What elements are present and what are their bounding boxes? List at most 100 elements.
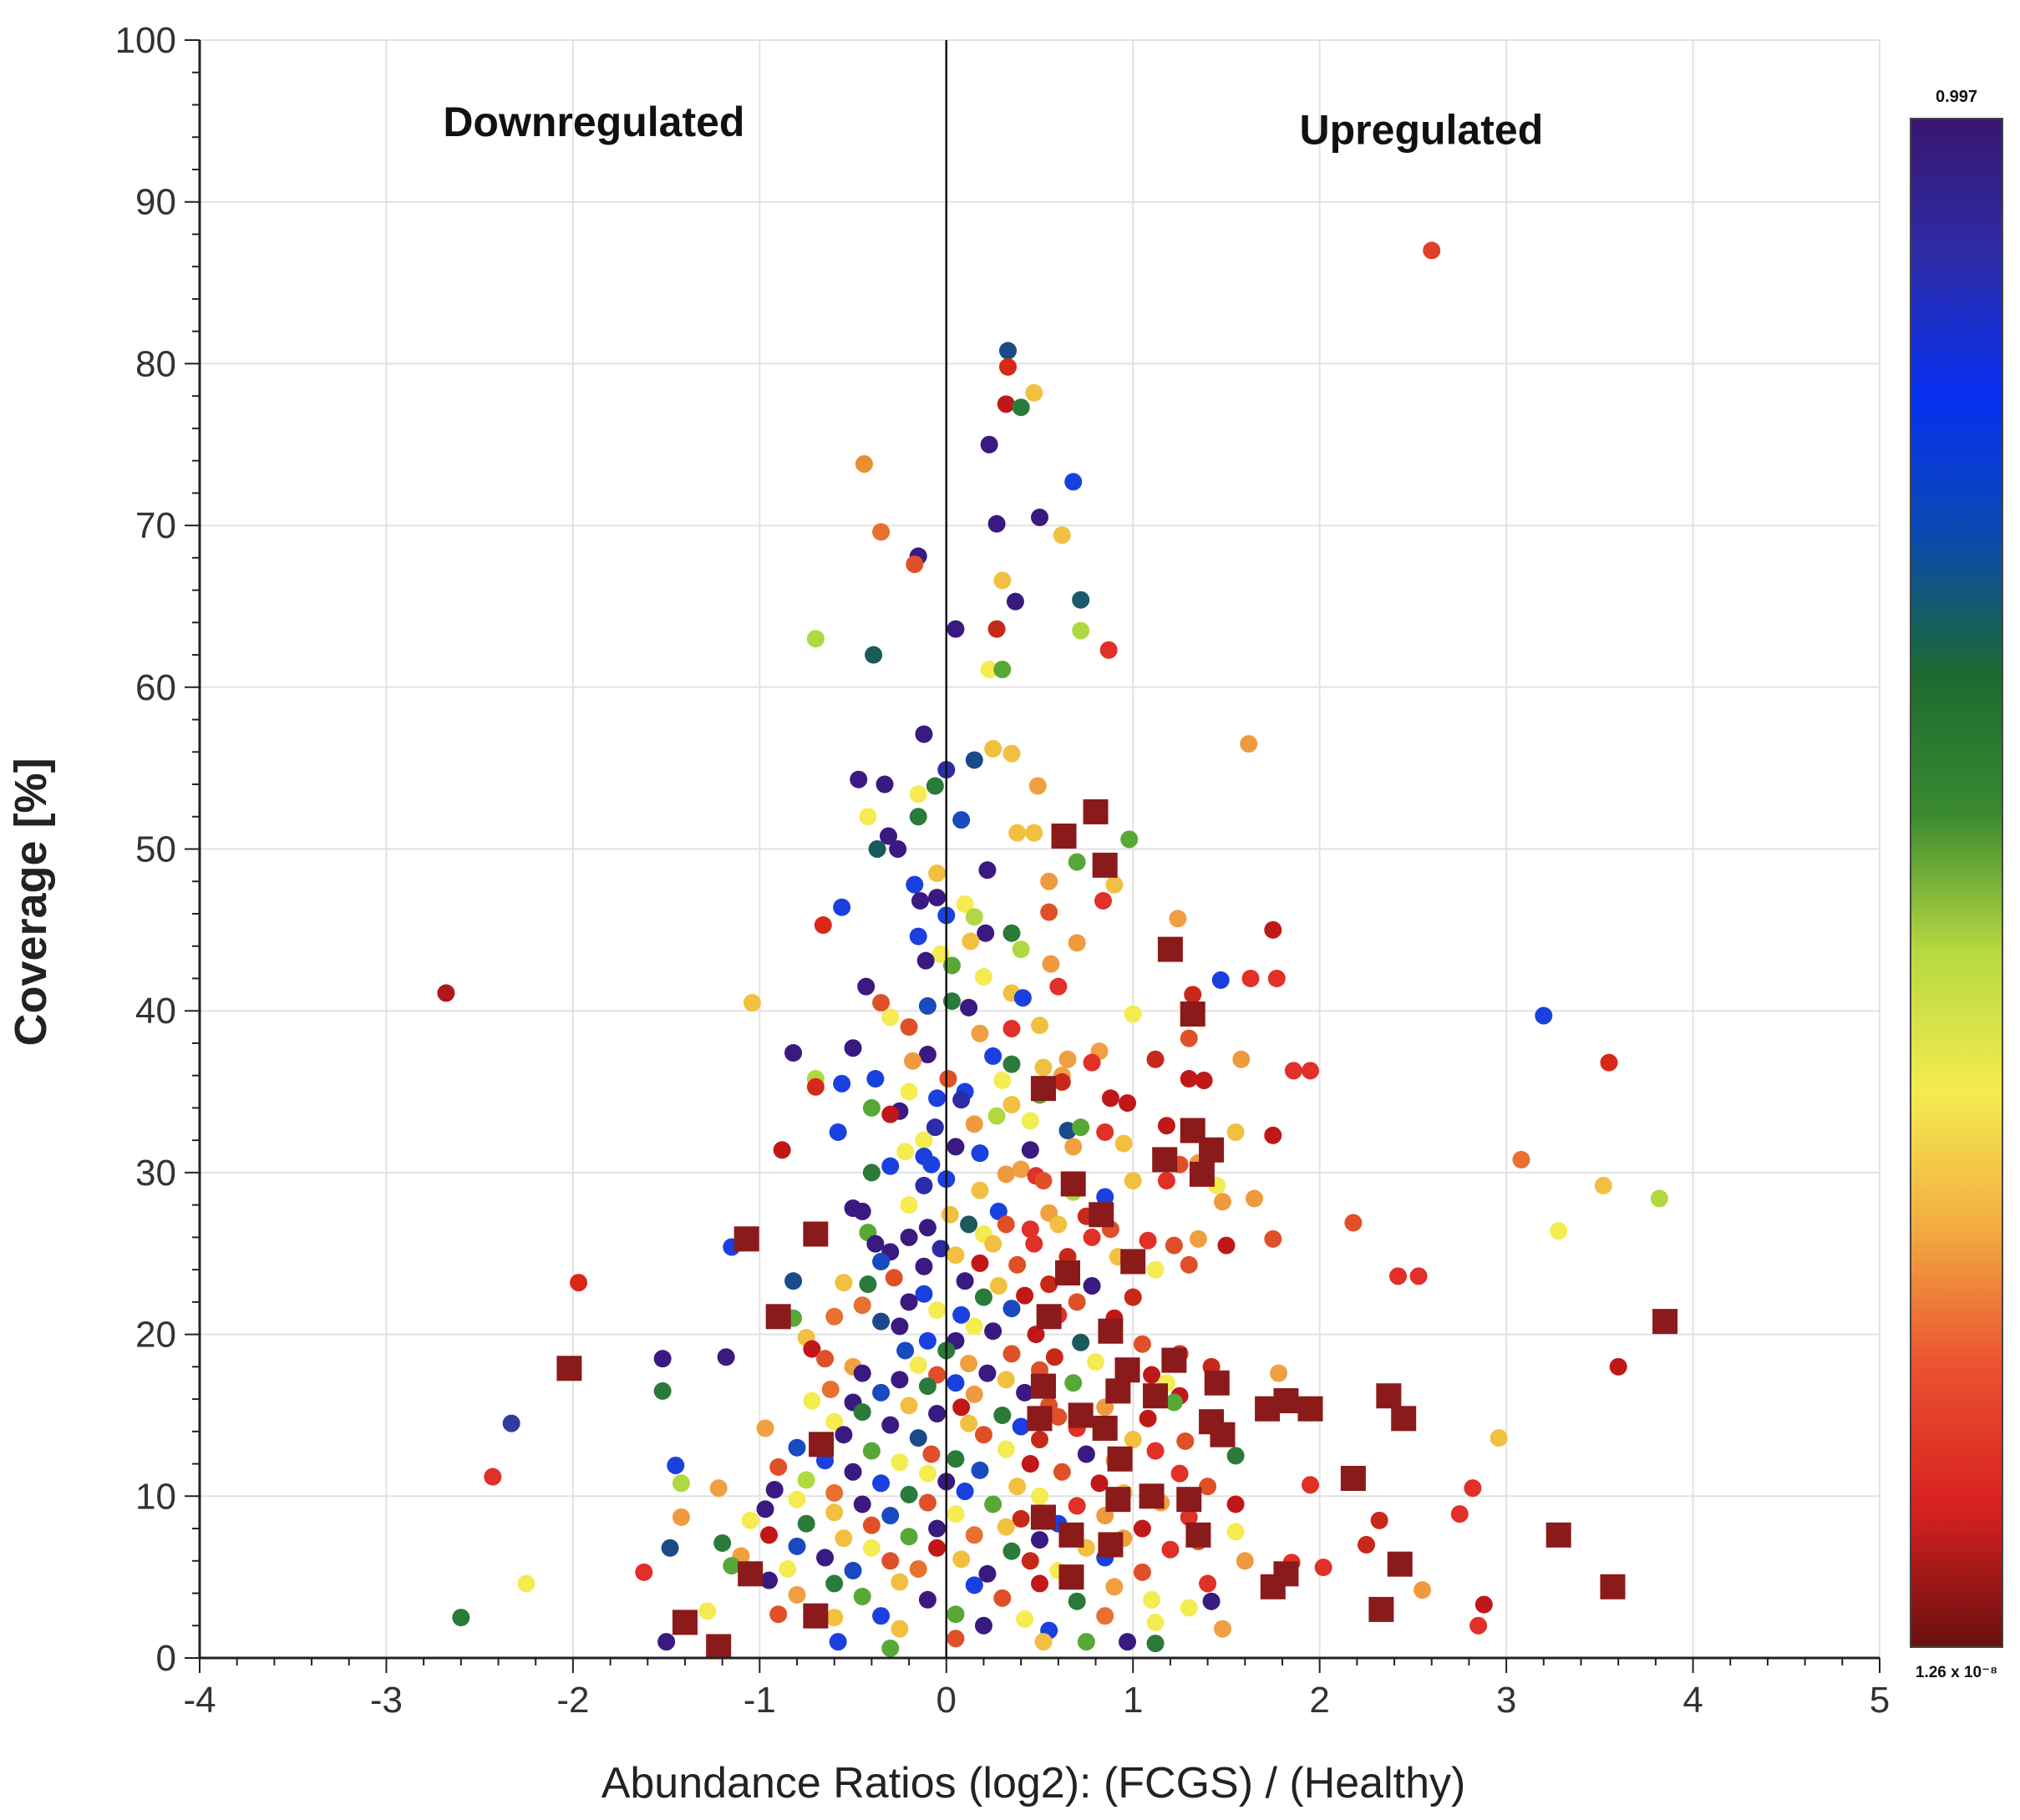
data-point bbox=[1264, 1229, 1282, 1248]
data-point bbox=[1012, 1417, 1030, 1436]
data-point bbox=[1021, 1552, 1039, 1570]
data-point bbox=[1058, 1050, 1077, 1068]
data-point bbox=[1016, 1383, 1034, 1402]
data-point bbox=[1301, 1062, 1319, 1080]
x-tick-label: 5 bbox=[1870, 1680, 1890, 1721]
data-point bbox=[915, 725, 933, 743]
data-point bbox=[872, 994, 891, 1012]
data-point bbox=[965, 1317, 983, 1336]
data-point bbox=[984, 1234, 1002, 1253]
data-point bbox=[779, 1559, 797, 1578]
data-point bbox=[974, 1288, 992, 1306]
significant-data-point bbox=[1139, 1483, 1165, 1509]
data-point bbox=[918, 1493, 936, 1512]
data-point bbox=[829, 1123, 847, 1141]
data-point bbox=[844, 1561, 862, 1579]
data-point bbox=[971, 1254, 989, 1272]
data-point bbox=[1609, 1357, 1627, 1376]
data-point bbox=[853, 1364, 871, 1382]
data-point bbox=[1049, 977, 1068, 996]
significant-data-point bbox=[1098, 1532, 1124, 1558]
data-point bbox=[872, 523, 891, 541]
data-point bbox=[993, 660, 1012, 678]
data-point bbox=[928, 1301, 947, 1320]
data-point bbox=[806, 630, 825, 648]
significant-data-point bbox=[1652, 1309, 1678, 1335]
significant-data-point bbox=[1036, 1304, 1062, 1330]
data-point bbox=[698, 1602, 717, 1620]
data-point bbox=[1146, 1613, 1165, 1631]
significant-data-point bbox=[556, 1356, 582, 1381]
data-point bbox=[1301, 1476, 1319, 1494]
data-point bbox=[997, 1215, 1015, 1234]
annotation-upregulated: Upregulated bbox=[1300, 107, 1544, 154]
data-point bbox=[806, 1077, 825, 1096]
data-point bbox=[517, 1574, 535, 1593]
data-point bbox=[769, 1605, 788, 1624]
data-point bbox=[947, 620, 965, 638]
data-point bbox=[997, 395, 1015, 413]
data-point bbox=[1031, 1531, 1048, 1549]
data-point bbox=[784, 1044, 803, 1062]
data-point bbox=[1139, 1231, 1157, 1250]
data-point bbox=[835, 1426, 853, 1444]
x-tick-label: -2 bbox=[556, 1680, 589, 1721]
data-point bbox=[756, 1419, 774, 1437]
data-point bbox=[452, 1609, 470, 1627]
significant-data-point bbox=[1027, 1406, 1053, 1432]
data-point bbox=[872, 1474, 891, 1493]
data-point bbox=[1550, 1222, 1568, 1240]
data-point bbox=[1040, 903, 1058, 921]
data-point bbox=[814, 916, 832, 935]
data-point bbox=[881, 1416, 900, 1434]
data-point bbox=[904, 1052, 922, 1070]
colorbar-min-label: 1.26 x 10⁻⁸ bbox=[1916, 1664, 1997, 1681]
data-point bbox=[859, 1275, 877, 1294]
data-point bbox=[1042, 955, 1060, 973]
data-point bbox=[1133, 1563, 1151, 1581]
data-point bbox=[803, 1340, 821, 1358]
data-point bbox=[1423, 241, 1441, 260]
data-point bbox=[900, 1228, 918, 1246]
data-point bbox=[872, 1607, 891, 1625]
significant-data-point bbox=[1199, 1137, 1225, 1163]
significant-data-point bbox=[1545, 1522, 1571, 1548]
y-axis-label: Coverage [%] bbox=[6, 758, 56, 1046]
data-point bbox=[885, 1269, 903, 1287]
data-point bbox=[881, 1639, 900, 1657]
data-point bbox=[1090, 1474, 1109, 1493]
data-point bbox=[1021, 1220, 1039, 1239]
data-point bbox=[825, 1503, 844, 1522]
data-point bbox=[997, 1371, 1015, 1389]
significant-data-point bbox=[1092, 852, 1118, 878]
data-point bbox=[1600, 1053, 1618, 1072]
data-point bbox=[891, 1317, 909, 1336]
data-point bbox=[1157, 1172, 1175, 1190]
data-point bbox=[942, 992, 961, 1011]
data-point bbox=[965, 1115, 983, 1133]
data-point bbox=[797, 1471, 815, 1489]
significant-data-point bbox=[1051, 824, 1077, 849]
data-point bbox=[1006, 592, 1024, 611]
data-point bbox=[947, 1505, 965, 1523]
data-point bbox=[1025, 383, 1043, 402]
data-point bbox=[1068, 1592, 1086, 1610]
significant-data-point bbox=[706, 1634, 732, 1660]
data-point bbox=[926, 777, 944, 795]
data-point bbox=[672, 1508, 690, 1526]
significant-data-point bbox=[803, 1603, 829, 1629]
data-point bbox=[906, 555, 924, 574]
data-point bbox=[825, 1574, 844, 1593]
data-point bbox=[1025, 1234, 1043, 1253]
data-point bbox=[999, 342, 1018, 360]
data-point bbox=[1040, 872, 1058, 890]
data-point bbox=[1180, 1599, 1198, 1617]
significant-data-point bbox=[1105, 1487, 1131, 1513]
data-point bbox=[1535, 1006, 1553, 1025]
significant-data-point bbox=[1340, 1465, 1366, 1491]
data-point bbox=[713, 1534, 732, 1552]
data-point bbox=[816, 1549, 835, 1567]
significant-points bbox=[556, 798, 1678, 1660]
data-point bbox=[872, 1312, 891, 1331]
